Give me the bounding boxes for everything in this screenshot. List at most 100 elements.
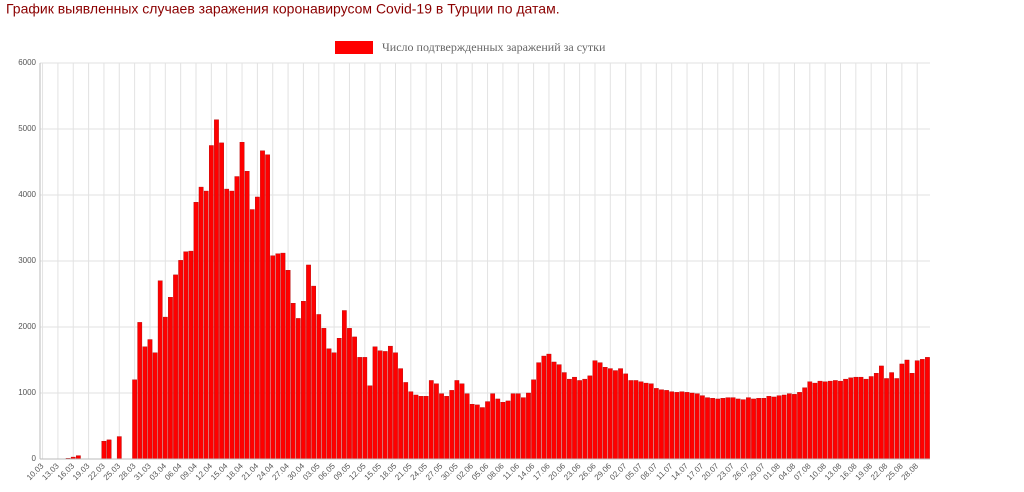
bar: [914, 360, 920, 460]
bar: [848, 377, 854, 460]
bar: [490, 393, 496, 460]
chart-title: График выявленных случаев заражения коро…: [6, 1, 560, 17]
bar: [715, 398, 721, 460]
bar: [209, 145, 214, 460]
legend-swatch: [335, 41, 373, 54]
bar: [904, 359, 910, 460]
bar: [469, 404, 475, 460]
bar: [249, 209, 255, 460]
bar: [198, 186, 204, 460]
y-tick-label: 0: [32, 454, 37, 463]
bar: [720, 398, 726, 460]
bar: [485, 401, 490, 460]
bar: [116, 436, 122, 460]
bar: [449, 390, 455, 460]
bar: [157, 280, 163, 460]
bar: [879, 365, 884, 460]
bar: [280, 252, 286, 460]
bar: [357, 357, 363, 460]
bar: [873, 373, 879, 460]
bar: [168, 297, 173, 460]
bar: [797, 392, 802, 460]
bar: [756, 398, 761, 460]
bar: [919, 359, 925, 460]
bar: [572, 376, 577, 460]
bar: [710, 398, 715, 460]
bar: [173, 274, 178, 460]
bar: [664, 390, 669, 460]
bar: [684, 392, 690, 460]
bar: [403, 382, 409, 460]
bar: [633, 380, 639, 460]
bar: [735, 398, 741, 460]
bar: [341, 310, 347, 460]
bar: [659, 389, 664, 460]
bar: [607, 368, 613, 460]
bar: [270, 255, 276, 460]
bar: [838, 380, 843, 460]
legend-label: Число подтвержденных заражений за сутки: [382, 40, 606, 54]
bar: [347, 328, 352, 460]
bar: [510, 393, 516, 460]
bar: [495, 398, 501, 460]
bar: [255, 196, 260, 460]
bar: [526, 392, 531, 460]
bar: [868, 376, 874, 460]
bar: [556, 364, 562, 460]
bar: [746, 397, 751, 460]
bar: [817, 380, 823, 460]
bar: [786, 393, 792, 460]
bar: [316, 314, 322, 460]
bar: [454, 380, 460, 460]
y-tick-label: 2000: [18, 322, 36, 331]
bar: [183, 251, 189, 460]
bar: [362, 357, 368, 460]
bar: [434, 383, 439, 460]
bar: [352, 336, 357, 460]
bar: [577, 380, 582, 460]
bar: [372, 346, 378, 460]
bar: [884, 378, 889, 460]
bar: [551, 361, 557, 460]
bar: [669, 391, 675, 460]
bar: [500, 402, 506, 460]
bar: [229, 190, 235, 460]
bar: [730, 397, 736, 460]
bar: [101, 440, 107, 460]
bar: [889, 372, 894, 460]
bar: [567, 378, 572, 460]
bar: [689, 392, 695, 460]
bar: [740, 399, 746, 460]
x-tick-label: 08.07: [639, 461, 660, 482]
bar: [628, 380, 634, 460]
bar: [413, 394, 419, 460]
x-tick-label: 08.06: [485, 461, 506, 482]
bar: [899, 363, 905, 460]
bar: [290, 303, 296, 460]
bar: [638, 381, 644, 460]
bar: [561, 372, 567, 460]
bar: [781, 394, 787, 460]
bar: [203, 190, 209, 460]
bar: [311, 285, 316, 460]
bar: [771, 396, 777, 460]
bar: [858, 376, 864, 460]
bar: [377, 350, 383, 460]
y-tick-label: 4000: [18, 190, 36, 199]
bar: [285, 270, 291, 460]
bar: [162, 316, 168, 460]
bar: [239, 141, 245, 460]
bar: [459, 383, 465, 460]
bar: [853, 376, 859, 460]
bar: [367, 385, 373, 460]
bar: [515, 393, 521, 460]
bar: [833, 380, 838, 460]
bar: [694, 393, 700, 460]
bar: [807, 381, 813, 460]
bar: [643, 382, 649, 460]
bar: [152, 352, 158, 460]
bar: [295, 318, 301, 460]
bar: [147, 339, 153, 460]
bar: [700, 395, 705, 460]
bar: [244, 171, 250, 460]
